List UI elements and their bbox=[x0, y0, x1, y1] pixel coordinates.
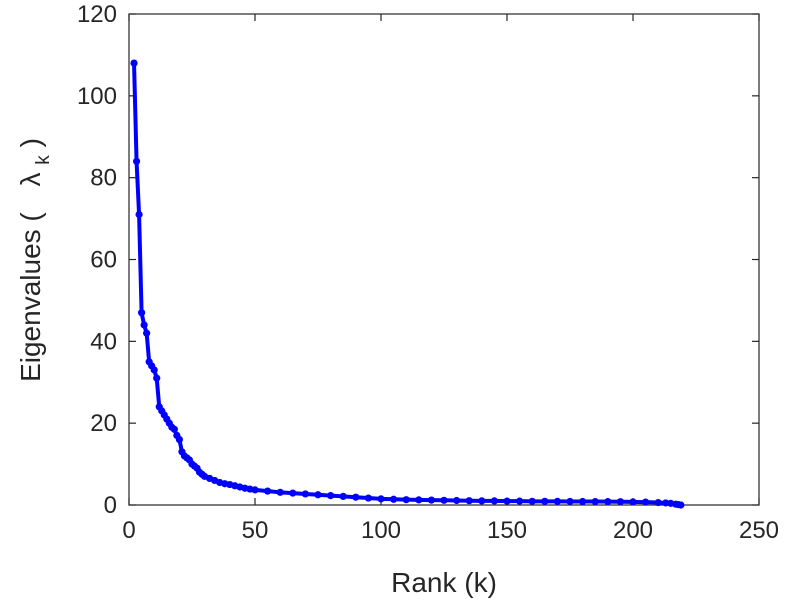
data-point bbox=[150, 366, 158, 374]
y-axis-ticks: 0 20 40 60 80 100 120 bbox=[77, 1, 759, 519]
data-point bbox=[138, 309, 146, 317]
data-point bbox=[427, 496, 435, 504]
x-tick-label: 200 bbox=[613, 517, 653, 544]
y-tick-label: 100 bbox=[77, 83, 117, 110]
data-point bbox=[364, 494, 372, 502]
x-tick-label: 250 bbox=[739, 517, 779, 544]
x-tick-label: 100 bbox=[361, 517, 401, 544]
data-point bbox=[352, 493, 360, 501]
y-axis-title-suffix: ) bbox=[15, 138, 46, 147]
y-tick-label: 60 bbox=[90, 247, 117, 274]
data-point bbox=[616, 498, 625, 506]
data-point bbox=[566, 497, 574, 506]
y-tick-label: 20 bbox=[90, 410, 117, 437]
data-point bbox=[314, 491, 322, 499]
data-point bbox=[642, 498, 650, 506]
y-tick-label: 120 bbox=[77, 1, 117, 28]
data-point bbox=[143, 329, 151, 337]
y-axis-title: Eigenvalues ( λ k ) bbox=[15, 138, 55, 382]
data-point bbox=[541, 497, 549, 505]
data-point bbox=[402, 496, 410, 504]
x-tick-label: 50 bbox=[242, 517, 269, 544]
data-point bbox=[170, 425, 178, 433]
data-point bbox=[140, 321, 148, 329]
data-point bbox=[390, 495, 398, 503]
data-point bbox=[130, 59, 138, 67]
data-point bbox=[132, 157, 141, 165]
data-point bbox=[528, 497, 536, 505]
data-point bbox=[301, 490, 309, 498]
plot-area-frame bbox=[128, 13, 760, 506]
data-point bbox=[478, 497, 486, 505]
data-point bbox=[251, 486, 259, 494]
data-point bbox=[553, 497, 562, 505]
x-tick-label: 150 bbox=[487, 517, 527, 544]
data-point bbox=[503, 497, 511, 505]
y-tick-label: 80 bbox=[90, 165, 117, 192]
data-point bbox=[289, 489, 297, 497]
x-axis-title: Rank (k) bbox=[391, 567, 497, 598]
data-point bbox=[175, 435, 183, 444]
y-tick-label: 40 bbox=[90, 328, 117, 355]
data-point bbox=[153, 374, 161, 382]
x-tick-label: 0 bbox=[122, 517, 135, 544]
data-point bbox=[629, 498, 637, 506]
y-axis-title-prefix: Eigenvalues ( bbox=[15, 212, 46, 382]
y-tick-label: 0 bbox=[104, 492, 117, 519]
series-group bbox=[130, 59, 685, 509]
data-point bbox=[264, 487, 272, 495]
data-point bbox=[465, 497, 473, 505]
data-point bbox=[604, 498, 612, 506]
data-point bbox=[327, 491, 335, 500]
data-point bbox=[415, 496, 423, 504]
data-point bbox=[579, 497, 587, 506]
data-point bbox=[453, 496, 461, 505]
data-point bbox=[654, 498, 662, 507]
data-point bbox=[339, 492, 347, 501]
data-point bbox=[135, 210, 143, 219]
data-point bbox=[440, 496, 448, 504]
data-point bbox=[516, 497, 524, 505]
data-point bbox=[276, 488, 284, 496]
y-axis-title-subscript: k bbox=[33, 155, 54, 165]
data-point bbox=[677, 501, 685, 509]
data-point bbox=[490, 497, 498, 505]
data-point bbox=[377, 495, 385, 503]
x-axis-ticks: 0 50 100 150 200 250 bbox=[122, 14, 779, 544]
y-axis-title-symbol: λ bbox=[15, 172, 46, 186]
data-point bbox=[591, 497, 599, 506]
